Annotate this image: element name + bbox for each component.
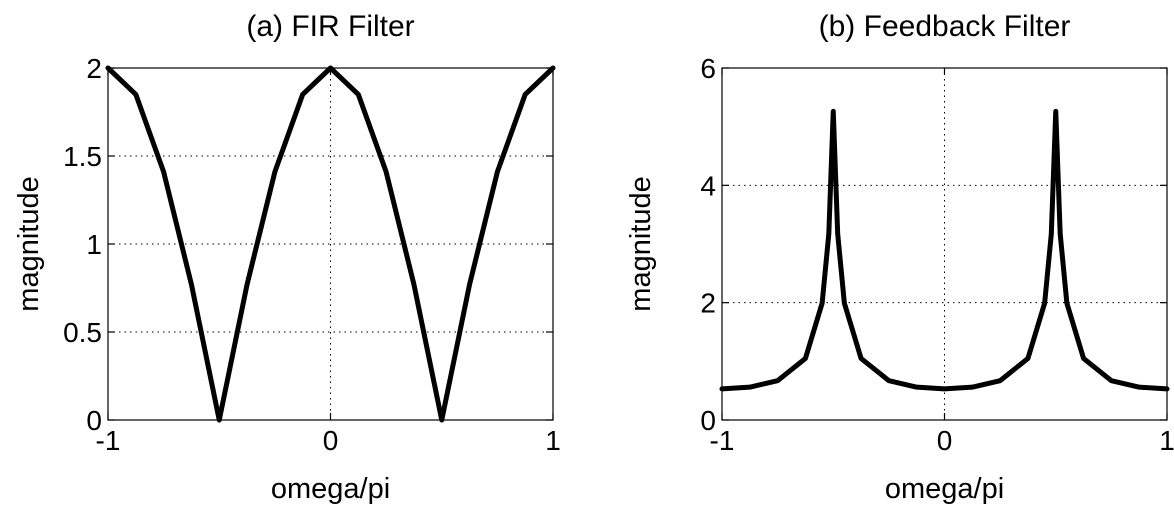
x-tick-label: 1 [1159, 425, 1174, 456]
y-tick-label: 0 [700, 405, 716, 436]
x-tick-label: -1 [710, 425, 735, 456]
x-axis-label: omega/pi [885, 473, 1004, 505]
x-tick-label: -1 [96, 425, 121, 456]
chart-a: -1 0 100.511.52(a) FIR Filteromega/pimagni… [13, 10, 561, 505]
y-tick-label: 1 [86, 229, 102, 260]
y-tick-label: 1.5 [63, 141, 102, 172]
chart-title: (a) FIR Filter [246, 10, 414, 43]
plot-frame [107, 67, 554, 421]
y-tick-label: 0 [86, 405, 102, 436]
x-tick-label: 0 [937, 425, 953, 456]
series-line-0 [719, 108, 1170, 392]
x-axis-label: omega/pi [271, 473, 390, 505]
y-axis-label: magnitude [625, 176, 657, 311]
plot-frame [721, 67, 1168, 421]
chart-title: (b) Feedback Filter [819, 10, 1071, 43]
x-tick-label: 1 [545, 425, 561, 456]
y-tick-label: 4 [700, 170, 716, 201]
y-tick-label: 2 [86, 53, 102, 84]
y-tick-label: 0.5 [63, 317, 102, 348]
y-axis-label: magnitude [13, 176, 45, 311]
y-tick-label: 2 [700, 288, 716, 319]
y-tick-label: 6 [700, 53, 716, 84]
x-tick-label: 0 [323, 425, 339, 456]
